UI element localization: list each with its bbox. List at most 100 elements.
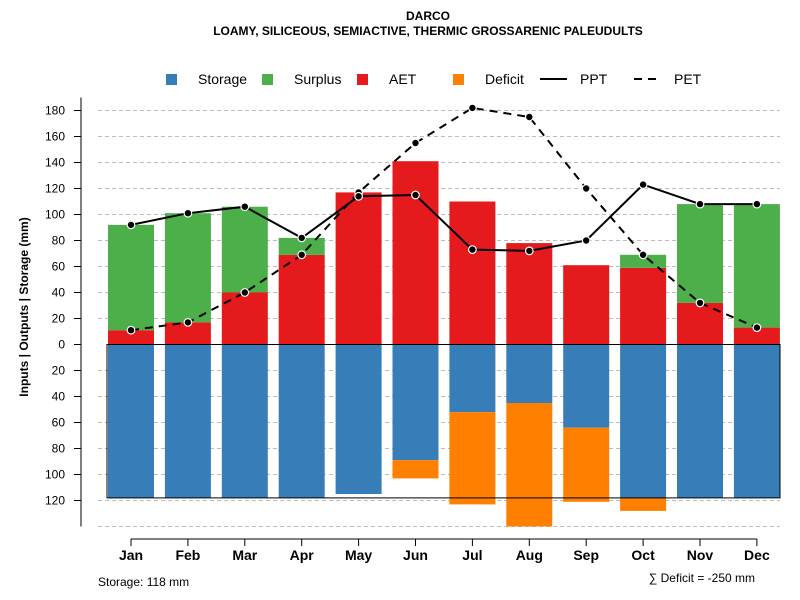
ppt-point [752, 199, 762, 209]
y-tick-label: 100 [45, 208, 65, 222]
pet-point [468, 103, 477, 113]
legend-swatch-surplus [262, 74, 273, 85]
pet-point [752, 323, 762, 333]
legend-label-surplus: Surplus [294, 71, 341, 87]
deficit-bar [506, 403, 553, 527]
y-tick-label: 60 [52, 260, 66, 274]
x-tick-label-aug: Aug [516, 547, 543, 563]
pet-point [126, 325, 136, 335]
storage-bar [392, 344, 439, 461]
lines [126, 103, 762, 335]
pet-point [524, 112, 534, 122]
y-axis-label: Inputs | Outputs | Storage (mm) [17, 217, 31, 396]
pet-point [638, 250, 648, 260]
legend-label-deficit: Deficit [485, 71, 524, 87]
y-tick-label: 20 [52, 312, 66, 326]
aet-bar [733, 327, 780, 345]
surplus-bar [164, 213, 211, 323]
pet-line [130, 106, 758, 332]
ppt-point [183, 208, 193, 218]
aet-bar [108, 330, 154, 345]
storage-bar [677, 344, 723, 498]
x-tick-label-jun: Jun [403, 547, 428, 563]
x-tick-label-sep: Sep [573, 547, 599, 563]
x-tick-label-nov: Nov [687, 547, 714, 563]
pet-point [183, 318, 193, 327]
deficit-bar [449, 412, 496, 505]
y-tick-label: 140 [45, 156, 65, 170]
legend-label-storage: Storage [198, 71, 247, 87]
x-tick-label-jul: Jul [462, 547, 482, 563]
legend-swatch-storage [166, 74, 177, 85]
y-tick-label: 40 [52, 390, 66, 404]
surplus-bar [677, 204, 723, 303]
storage-bar [733, 344, 780, 498]
ppt-point [240, 202, 250, 212]
axes: 0 20 40 60 80 100 120 140 160 180 20 40 60 80 100 120 Ja… [45, 97, 770, 563]
surplus-bar [620, 254, 667, 268]
pet-point [411, 138, 420, 148]
pet-point [695, 298, 705, 308]
surplus-bar [733, 204, 780, 328]
ppt-point [354, 191, 364, 201]
y-tick-label: 160 [45, 130, 65, 144]
chart-title: DARCO [406, 9, 450, 23]
legend-label-pet: PET [674, 71, 702, 87]
x-tick-label-apr: Apr [290, 547, 315, 563]
y-tick-label: 100 [45, 468, 65, 482]
x-tick-label-oct: Oct [631, 547, 655, 563]
x-tick-label-mar: Mar [232, 547, 257, 563]
storage-bar [108, 344, 154, 498]
storage-bar [563, 344, 610, 428]
storage-bar [335, 344, 382, 494]
legend-swatch-aet [357, 74, 368, 85]
y-tick-label: 120 [45, 182, 65, 196]
y-tick-label: 40 [52, 286, 66, 300]
ppt-line [130, 183, 757, 252]
surplus-bar [278, 237, 325, 255]
storage-bar [221, 344, 268, 498]
chart-subtitle: LOAMY, SILICEOUS, SEMIACTIVE, THERMIC GR… [213, 24, 643, 38]
ppt-point [126, 220, 136, 230]
y-tick-label: 180 [45, 104, 65, 118]
aet-bar [449, 201, 496, 345]
gridlines [98, 110, 780, 527]
y-tick-label: 20 [52, 364, 66, 378]
aet-bar [392, 161, 439, 345]
aet-bar [335, 192, 382, 345]
storage-bar [278, 344, 325, 498]
x-tick-label-feb: Feb [175, 547, 200, 563]
aet-bar [506, 243, 553, 345]
deficit-bar [620, 497, 667, 511]
ppt-point [468, 245, 477, 255]
x-tick-label-dec: Dec [744, 547, 770, 563]
y-tick-label: 80 [52, 234, 66, 248]
bars [106, 161, 781, 527]
legend-label-aet: AET [389, 71, 417, 87]
ppt-point [638, 180, 648, 190]
deficit-total-note: ∑ Deficit = -250 mm [649, 571, 755, 585]
y-tick-label: 80 [52, 442, 66, 456]
surplus-bar [221, 206, 268, 293]
ppt-point [297, 233, 307, 243]
aet-bar [278, 254, 325, 345]
aet-bar [164, 322, 211, 345]
legend-label-ppt: PPT [580, 71, 608, 87]
ppt-point [695, 199, 705, 209]
ppt-point [581, 236, 591, 245]
surplus-bar [108, 224, 154, 331]
pet-point [297, 250, 307, 260]
storage-bar [506, 344, 553, 403]
legend-swatch-deficit [453, 74, 464, 85]
storage-bar [164, 344, 211, 498]
deficit-bar [392, 460, 439, 479]
x-tick-label-jan: Jan [119, 547, 143, 563]
y-tick-label: 0 [58, 338, 65, 352]
legend: Storage Surplus AET Deficit PPT PET [166, 71, 702, 87]
storage-bar [449, 344, 496, 413]
storage-capacity-note: Storage: 118 mm [98, 575, 189, 589]
deficit-bar [563, 427, 610, 502]
storage-bar [620, 344, 667, 498]
ppt-point [411, 190, 420, 200]
